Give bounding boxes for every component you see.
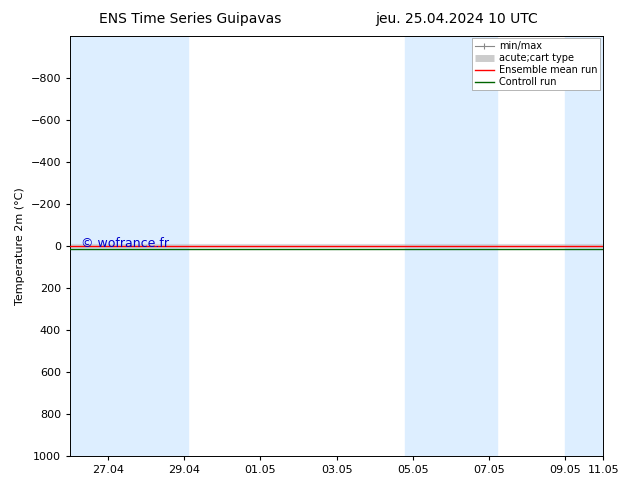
Text: ENS Time Series Guipavas: ENS Time Series Guipavas <box>99 12 281 26</box>
Bar <box>565 36 603 456</box>
Bar <box>405 36 496 456</box>
Bar <box>70 36 188 456</box>
Legend: min/max, acute;cart type, Ensemble mean run, Controll run: min/max, acute;cart type, Ensemble mean … <box>472 39 600 90</box>
Y-axis label: Temperature 2m (°C): Temperature 2m (°C) <box>15 187 25 305</box>
Text: jeu. 25.04.2024 10 UTC: jeu. 25.04.2024 10 UTC <box>375 12 538 26</box>
Text: © wofrance.fr: © wofrance.fr <box>81 237 169 250</box>
